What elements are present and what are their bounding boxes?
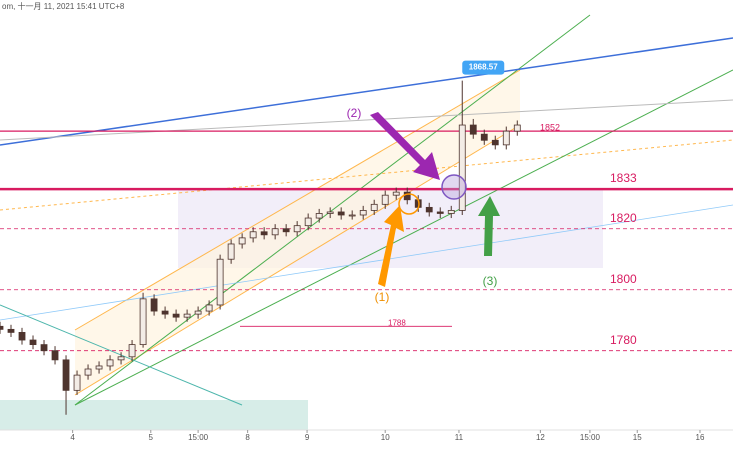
- x-tick-label: 5: [149, 433, 154, 442]
- candle-body: [161, 310, 169, 315]
- candle-body: [95, 365, 103, 370]
- blue-faint: [0, 204, 733, 321]
- candle-body: [447, 210, 455, 214]
- demand-box: [0, 400, 308, 430]
- candle-body: [392, 191, 400, 196]
- candle-body: [18, 332, 26, 341]
- candle-body: [502, 130, 510, 146]
- candle-body: [216, 258, 224, 306]
- plot: 1852 1833 1820 1800 1780 1788: [0, 80, 733, 415]
- candle-body: [0, 325, 4, 330]
- candle-body: [359, 210, 367, 216]
- candle-body: [315, 213, 323, 219]
- arrow-1: [378, 205, 404, 287]
- candle-body: [271, 228, 279, 236]
- candle-body: [73, 374, 81, 391]
- candle-body: [29, 339, 37, 346]
- candle-body: [491, 139, 499, 146]
- x-tick-label: 16: [696, 433, 705, 442]
- header-text: om, 十一月 11, 2021 15:41 UTC+8: [2, 1, 125, 11]
- candle-body: [40, 344, 48, 352]
- candle-body: [139, 298, 147, 346]
- green-channel: [74, 14, 591, 406]
- x-tick-label: 12: [536, 433, 545, 442]
- candle-body: [128, 344, 136, 358]
- candle-body: [282, 228, 290, 233]
- blue-trend: [0, 37, 733, 146]
- arrow-2: [370, 112, 440, 180]
- candle-body: [348, 214, 356, 217]
- candle-body: [183, 313, 191, 318]
- candle-body: [260, 231, 268, 236]
- candle-body: [381, 194, 389, 205]
- candle-body: [480, 133, 488, 141]
- x-tick-label: 8: [245, 433, 250, 442]
- price-bubble: [462, 60, 505, 75]
- arrow-3: [478, 196, 500, 256]
- candle-body: [150, 298, 158, 312]
- level-label: 1833: [610, 171, 637, 185]
- green-channel: [74, 69, 733, 406]
- price-bubble-label: 1868.57: [469, 63, 498, 72]
- level-label: 1780: [610, 333, 637, 347]
- highlight-circle: [441, 174, 467, 200]
- candle-body: [238, 237, 246, 245]
- candle-body: [370, 203, 378, 211]
- x-tick-label: 15:00: [580, 433, 601, 442]
- candle-body: [84, 368, 92, 376]
- annotation: (3): [483, 274, 498, 288]
- level-label: 1800: [610, 272, 637, 286]
- grey-trend: [0, 99, 733, 141]
- candle-body: [51, 350, 59, 361]
- candle-body: [337, 211, 345, 216]
- candle-body: [513, 124, 521, 132]
- x-tick-label: 4: [70, 433, 75, 442]
- candle-body: [469, 124, 477, 135]
- candle-body: [249, 231, 257, 239]
- candle-body: [304, 217, 312, 227]
- channel-line: [74, 124, 521, 396]
- candle-body: [62, 359, 70, 391]
- candle-body: [227, 243, 235, 260]
- x-tick-label: 9: [305, 433, 310, 442]
- candle-body: [425, 206, 433, 213]
- trend-line: [0, 139, 733, 211]
- x-tick-label: 11: [455, 433, 464, 442]
- candle-body: [7, 328, 15, 333]
- annotation: (2): [347, 106, 362, 120]
- candle-body: [194, 310, 202, 315]
- x-tick-label: 15: [633, 433, 642, 442]
- annotation: (1): [375, 290, 390, 304]
- level-label: 1852: [540, 123, 560, 133]
- candle-body: [293, 225, 301, 233]
- candle-body: [458, 124, 466, 211]
- level-label: 1788: [388, 318, 406, 327]
- candle-body: [117, 356, 125, 361]
- candle-body: [106, 359, 114, 367]
- channel-line: [74, 69, 521, 331]
- candle-body: [205, 304, 213, 312]
- candle-body: [172, 313, 180, 318]
- candle-body: [326, 211, 334, 214]
- level-label: 1820: [610, 211, 637, 225]
- highlight-circle: [398, 193, 420, 215]
- candle-body: [436, 211, 444, 214]
- x-tick-label: 15:00: [188, 433, 209, 442]
- x-tick-label: 10: [381, 433, 390, 442]
